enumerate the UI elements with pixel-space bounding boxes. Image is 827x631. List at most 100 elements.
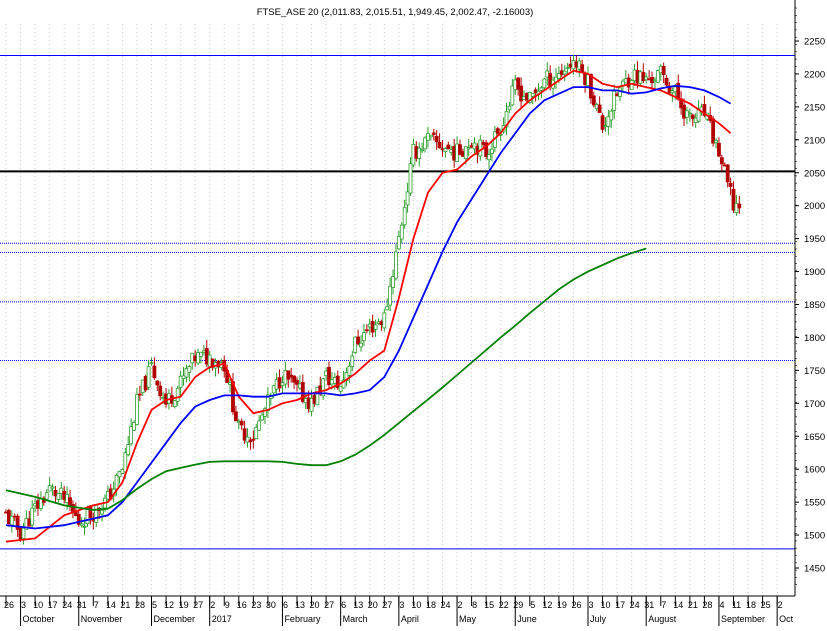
- candle-body: [123, 452, 128, 473]
- candle-body: [504, 111, 509, 128]
- candle-body: [408, 163, 413, 194]
- candle-body: [30, 507, 35, 526]
- candle-body: [137, 393, 142, 396]
- candle-body: [446, 144, 451, 149]
- candle-body: [402, 207, 407, 226]
- candle-body: [394, 251, 398, 279]
- candle-body: [175, 387, 180, 402]
- y-tick-label: 1700: [804, 399, 825, 410]
- x-tick-label: 25: [761, 600, 771, 610]
- candle-body: [260, 414, 264, 421]
- candle-body: [714, 139, 718, 144]
- candle-body: [606, 116, 611, 127]
- candle-body: [519, 85, 523, 102]
- x-tick-label: 27: [193, 600, 203, 610]
- series-line: [5, 69, 732, 543]
- month-label: October: [23, 614, 55, 624]
- candle-body: [597, 104, 602, 114]
- candle-body: [149, 362, 154, 365]
- candle-body: [655, 70, 660, 83]
- candle-body: [510, 85, 515, 106]
- x-tick-label: 20: [368, 600, 378, 610]
- candle-body: [251, 438, 256, 441]
- candle-body: [644, 76, 649, 81]
- x-tick-label: 9: [225, 600, 230, 610]
- x-tick-label: 14: [673, 600, 683, 610]
- candle-body: [557, 73, 561, 79]
- candle-body: [100, 509, 104, 515]
- candle-body: [117, 471, 122, 478]
- candle-body: [126, 444, 131, 456]
- y-tick-label: 2100: [804, 135, 825, 146]
- candle-body: [484, 142, 489, 157]
- candle-body: [347, 365, 352, 376]
- x-tick-label: 3: [588, 600, 593, 610]
- candle-body: [50, 486, 55, 489]
- candle-body: [254, 426, 259, 439]
- month-label: Oct: [779, 614, 794, 624]
- month-label: September: [721, 614, 765, 624]
- candle-body: [530, 93, 535, 97]
- x-tick-label: 17: [615, 600, 625, 610]
- y-tick-label: 1750: [804, 366, 825, 377]
- x-tick-label: 28: [702, 600, 712, 610]
- candle-body: [263, 408, 267, 417]
- y-tick-label: 1550: [804, 498, 825, 509]
- candle-body: [172, 400, 177, 407]
- candle-body: [196, 352, 200, 364]
- candle-body: [437, 141, 442, 149]
- candle-body: [600, 115, 605, 130]
- candle-body: [44, 492, 49, 500]
- y-tick-label: 1850: [804, 300, 825, 311]
- x-tick-label: 24: [630, 600, 640, 610]
- y-tick-label: 2150: [804, 102, 825, 113]
- x-tick-label: 30: [266, 600, 276, 610]
- x-tick-label: 5: [530, 600, 535, 610]
- candle-body: [719, 157, 724, 165]
- x-tick-label: 13: [295, 600, 305, 610]
- candle-body: [580, 64, 585, 73]
- y-tick-label: 2200: [804, 69, 825, 80]
- candle-body: [356, 336, 361, 345]
- x-tick-label: 19: [179, 600, 189, 610]
- x-tick-label: 8: [472, 600, 477, 610]
- month-label: May: [459, 614, 477, 624]
- candle-body: [589, 73, 593, 99]
- candle-body: [76, 514, 81, 525]
- candle-body: [478, 139, 483, 157]
- candle-body: [146, 366, 151, 388]
- x-tick-label: 3: [21, 600, 26, 610]
- candle-body: [731, 188, 736, 211]
- month-label: December: [154, 614, 196, 624]
- candle-body: [338, 385, 343, 392]
- horizontal-lines-layer: [0, 54, 795, 550]
- candle-body: [562, 70, 567, 75]
- month-label: March: [343, 614, 368, 624]
- candle-body: [56, 493, 61, 500]
- candle-body: [507, 105, 512, 111]
- candle-body: [463, 146, 468, 160]
- y-tick-label: 1500: [804, 531, 825, 542]
- candle-body: [396, 236, 401, 250]
- candle-body: [487, 154, 491, 161]
- candle-body: [737, 203, 742, 209]
- x-tick-label: 18: [746, 600, 756, 610]
- candle-body: [434, 135, 439, 143]
- candle-body: [539, 87, 544, 91]
- candle-body: [79, 523, 84, 526]
- y-tick-label: 2000: [804, 201, 825, 212]
- x-tick-label: 6: [283, 600, 288, 610]
- x-tick-label: 19: [557, 600, 567, 610]
- series-line: [5, 84, 732, 530]
- candle-body: [292, 375, 296, 383]
- candle-body: [187, 366, 192, 373]
- candle-body: [94, 504, 99, 523]
- y-tick-label: 1600: [804, 465, 825, 476]
- x-tick-label: 24: [440, 600, 450, 610]
- candle-body: [21, 527, 26, 539]
- candle-body: [248, 439, 253, 443]
- candle-body: [466, 147, 471, 150]
- y-tick-label: 2050: [804, 168, 825, 179]
